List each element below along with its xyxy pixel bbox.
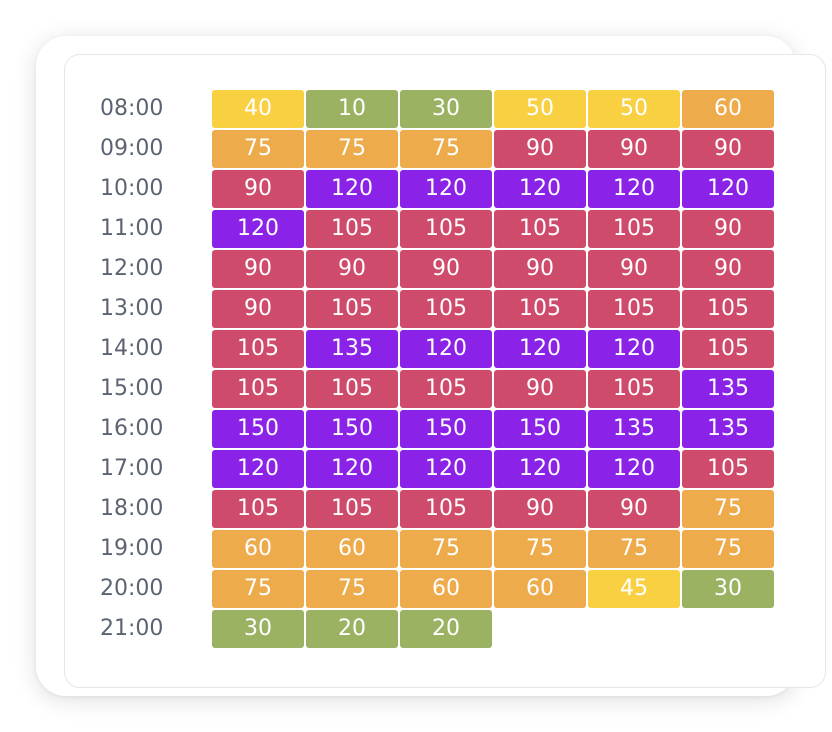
heatmap-cell: 135 [682,410,774,448]
heatmap-cell: 105 [588,370,680,408]
heatmap-cell: 105 [400,290,492,328]
row-label: 14:00 [100,336,164,361]
heatmap-cell: 105 [212,330,304,368]
heatmap-cell: 120 [494,330,586,368]
heatmap-cell: 120 [494,170,586,208]
heatmap-cell: 90 [494,130,586,168]
heatmap-cell: 20 [400,610,492,648]
heatmap-cell: 90 [682,130,774,168]
heatmap-cell: 120 [588,330,680,368]
heatmap-cell: 60 [400,570,492,608]
row-label: 15:00 [100,376,164,401]
heatmap-cell: 120 [212,210,304,248]
heatmap-cell: 90 [306,250,398,288]
row-label: 12:00 [100,256,164,281]
row-label: 19:00 [100,536,164,561]
heatmap-cell: 75 [400,130,492,168]
heatmap-cell: 50 [494,90,586,128]
heatmap-cell: 120 [306,170,398,208]
heatmap-cell: 120 [400,330,492,368]
heatmap-cell: 30 [212,610,304,648]
heatmap-cell: 90 [494,490,586,528]
row-label: 16:00 [100,416,164,441]
heatmap-cell: 120 [588,450,680,488]
row-label: 21:00 [100,616,164,641]
heatmap-cell: 150 [494,410,586,448]
heatmap-cell: 30 [400,90,492,128]
heatmap-cell: 135 [306,330,398,368]
row-label: 11:00 [100,216,164,241]
heatmap-cell: 90 [588,130,680,168]
heatmap-cell: 90 [682,210,774,248]
heatmap-cell: 120 [212,450,304,488]
heatmap-cell: 105 [588,290,680,328]
heatmap-cell: 90 [400,250,492,288]
heatmap-cell: 105 [306,370,398,408]
heatmap-cell: 120 [400,170,492,208]
heatmap-cell: 75 [588,530,680,568]
heatmap-cell: 30 [682,570,774,608]
heatmap-cell: 90 [682,250,774,288]
heatmap-cell: 135 [682,370,774,408]
heatmap-cell: 150 [400,410,492,448]
heatmap-cell: 105 [306,290,398,328]
heatmap-cell: 75 [682,530,774,568]
row-label: 20:00 [100,576,164,601]
heatmap-cell: 10 [306,90,398,128]
row-label: 18:00 [100,496,164,521]
heatmap-cell: 90 [494,250,586,288]
heatmap-cell: 90 [212,250,304,288]
heatmap-cell: 75 [212,130,304,168]
heatmap-cell: 105 [306,490,398,528]
heatmap-cell: 150 [212,410,304,448]
heatmap-cell: 60 [494,570,586,608]
heatmap-cell: 135 [588,410,680,448]
heatmap-cell: 105 [306,210,398,248]
heatmap-cell: 105 [588,210,680,248]
heatmap-cell: 105 [494,210,586,248]
heatmap-cell: 20 [306,610,398,648]
heatmap-cell: 75 [682,490,774,528]
heatmap-cell: 90 [588,250,680,288]
heatmap-cell: 105 [400,490,492,528]
row-label: 17:00 [100,456,164,481]
heatmap-cell: 120 [494,450,586,488]
heatmap-cell: 105 [682,290,774,328]
heatmap-cell: 60 [306,530,398,568]
heatmap-cell: 90 [494,370,586,408]
row-label: 13:00 [100,296,164,321]
heatmap-cell: 90 [588,490,680,528]
row-label: 09:00 [100,136,164,161]
heatmap-cell: 90 [212,290,304,328]
heatmap-cell: 75 [306,130,398,168]
heatmap-cell: 90 [212,170,304,208]
heatmap-cell: 60 [212,530,304,568]
row-label: 08:00 [100,96,164,121]
heatmap-cell: 105 [682,330,774,368]
heatmap-cell: 75 [400,530,492,568]
heatmap-cell: 120 [400,450,492,488]
heatmap-cell: 120 [682,170,774,208]
heatmap-cell: 75 [306,570,398,608]
heatmap-cell: 50 [588,90,680,128]
heatmap-cell: 75 [494,530,586,568]
heatmap-cell: 120 [588,170,680,208]
heatmap-cell: 105 [212,490,304,528]
heatmap-cell: 105 [494,290,586,328]
heatmap-cell: 40 [212,90,304,128]
heatmap-cell: 105 [682,450,774,488]
heatmap-cell: 150 [306,410,398,448]
row-label: 10:00 [100,176,164,201]
heatmap-cell: 75 [212,570,304,608]
heatmap-cell: 60 [682,90,774,128]
heatmap-cell: 45 [588,570,680,608]
heatmap-cell: 105 [400,210,492,248]
heatmap-cell: 105 [400,370,492,408]
heatmap-cell: 105 [212,370,304,408]
heatmap-cell: 120 [306,450,398,488]
